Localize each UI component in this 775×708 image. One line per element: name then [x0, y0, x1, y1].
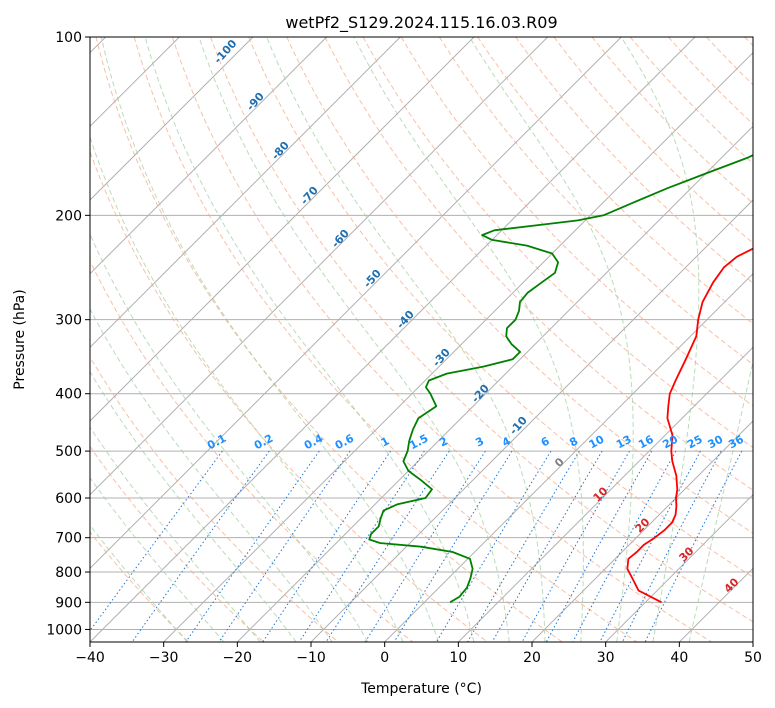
grid-layer: [90, 37, 753, 642]
mixing-ratio-line: [621, 450, 722, 642]
mixing-ratio-line: [572, 450, 677, 642]
y-tick-label: 1000: [46, 622, 82, 638]
x-tick-label: −30: [149, 650, 179, 666]
mixing-ratio-line: [491, 450, 603, 642]
mixing-ratio-label: 10: [587, 433, 607, 452]
mixing-ratio-label: 16: [636, 433, 656, 452]
mixing-ratio-line: [298, 450, 425, 642]
dry-adiabat-line: [95, 37, 563, 642]
x-tick-label: 40: [670, 650, 688, 666]
isotherm-line: [531, 420, 753, 642]
temperature-profile-line: [626, 247, 753, 604]
mixing-ratio-label: 25: [685, 433, 705, 452]
y-tick-label: 800: [55, 565, 82, 581]
y-tick-label: 500: [55, 444, 82, 460]
dry-adiabat-line: [133, 37, 638, 642]
dry-adiabat-line: [515, 37, 753, 284]
x-tick-label: 30: [597, 650, 615, 666]
moist-adiabat-line: [688, 358, 753, 642]
dry-adiabat-line: [210, 37, 753, 623]
isotherm-line: [457, 346, 753, 642]
y-tick-label: 400: [55, 387, 82, 403]
isotherm-line: [90, 37, 401, 349]
x-tick-label: −20: [223, 650, 253, 666]
moist-adiabat-line: [198, 37, 510, 642]
mixing-ratio-line: [545, 450, 653, 642]
dry-adiabat-line: [438, 37, 753, 366]
dry-adiabat-line: [90, 445, 264, 642]
x-tick-label: 0: [380, 650, 389, 666]
moist-adiabat-line: [90, 426, 261, 642]
x-tick-label: −10: [296, 650, 326, 666]
mixing-ratio-line: [218, 450, 351, 642]
x-tick-label: 10: [449, 650, 467, 666]
chart-title: wetPf2_S129.2024.115.16.03.R09: [285, 13, 557, 33]
data-layer: [368, 154, 753, 604]
y-tick-label: 200: [55, 208, 82, 224]
moist-adiabat-line: [144, 37, 475, 642]
dewpoint-profile-line: [368, 154, 753, 604]
mixing-ratio-label: 20: [660, 433, 680, 452]
isotherm-line: [90, 37, 549, 496]
isotherm-line: [384, 272, 753, 642]
x-tick-label: 50: [744, 650, 762, 666]
dry-adiabat-line: [90, 356, 339, 642]
mixing-ratio-label: 13: [614, 433, 634, 452]
x-tick-label: −40: [75, 650, 105, 666]
dry-adiabat-line: [477, 37, 753, 325]
y-tick-label: 700: [55, 531, 82, 547]
y-tick-label: 900: [55, 595, 82, 611]
moist-adiabat-line: [90, 308, 333, 642]
dry-adiabat-line: [400, 37, 753, 407]
y-tick-label: 300: [55, 313, 82, 329]
y-tick-label: 600: [55, 491, 82, 507]
moist-adiabat-line: [90, 476, 225, 642]
dry-adiabat-line: [90, 259, 414, 642]
mixing-ratio-line: [262, 450, 392, 642]
mixing-ratio-line: [185, 450, 320, 642]
dry-adiabat-line: [90, 150, 488, 642]
mixing-ratio-line: [644, 450, 743, 642]
dry-adiabat-line: [362, 37, 753, 449]
moist-adiabat-line: [266, 37, 546, 642]
moist-adiabat-line: [353, 37, 584, 642]
mixing-ratio-line: [393, 450, 513, 642]
moist-adiabat-line: [90, 232, 369, 642]
axis-layer: −40 −30 −20 −10 0 10 20 30 40 50 100 200 300 400 500 60…: [46, 30, 762, 666]
y-axis-label: Pressure (hPa): [12, 289, 28, 389]
dry-adiabat-line: [171, 37, 712, 642]
isotherm-line: [163, 51, 753, 642]
x-axis-label: Temperature (°C): [360, 681, 482, 697]
isotherm-line: [90, 37, 696, 642]
dry-adiabat-line: [248, 37, 753, 578]
isotherm-line: [90, 37, 475, 422]
mixing-ratio-label: 36: [726, 433, 746, 452]
plot-frame: [89, 36, 754, 643]
isotherm-line: [90, 37, 622, 570]
x-tick-label: 20: [523, 650, 541, 666]
isotherm-line: [605, 493, 753, 642]
mixing-ratio-line: [90, 450, 223, 632]
dry-adiabat-line: [324, 37, 753, 491]
isotherm-line: [236, 125, 753, 642]
moist-adiabat-line: [620, 37, 700, 642]
dry-adiabat-line: [90, 531, 190, 642]
isotherm-line: [90, 37, 254, 201]
mixing-ratio-label: 30: [706, 433, 726, 452]
moist-adiabat-line: [100, 37, 439, 642]
isotherm-line: [90, 37, 328, 275]
y-tick-label: 100: [55, 30, 82, 46]
mixing-ratio-line: [521, 450, 630, 642]
moist-adiabat-line: [90, 135, 404, 642]
dry-adiabat-line: [286, 37, 753, 534]
